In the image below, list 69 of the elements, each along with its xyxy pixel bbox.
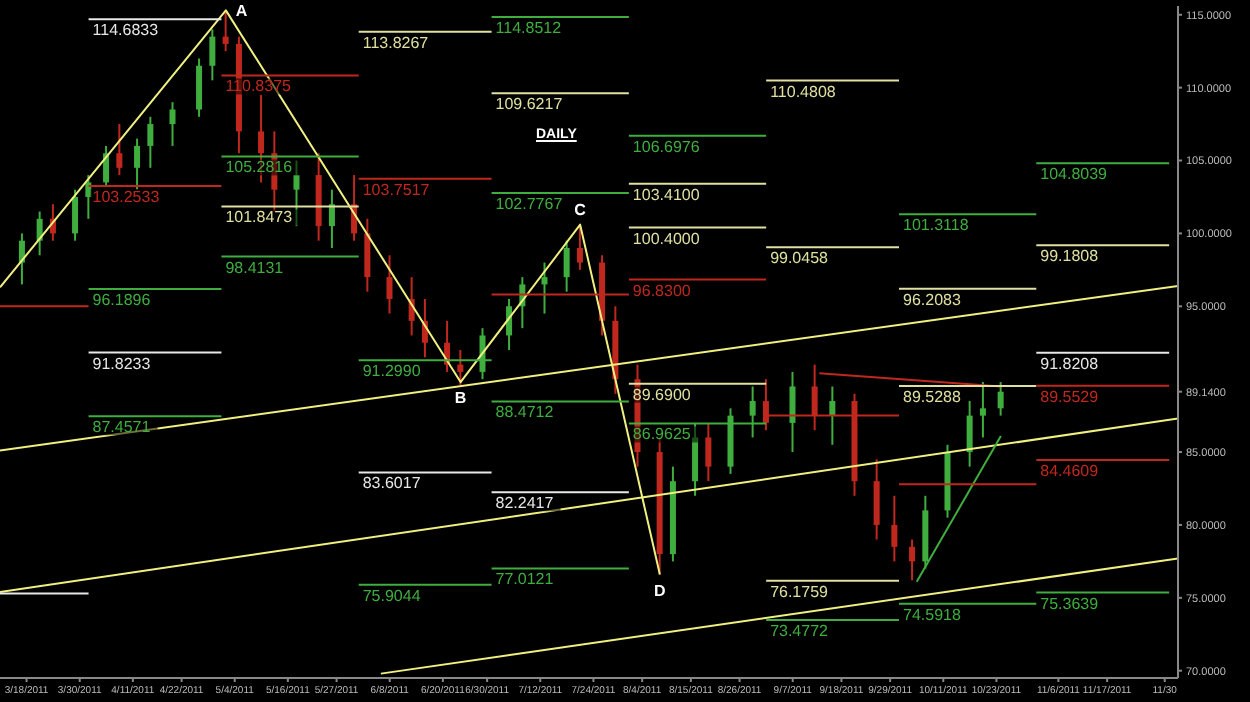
series-label: 87.4571 xyxy=(92,418,152,437)
candlestick xyxy=(576,223,583,271)
candlestick xyxy=(364,217,371,293)
candlestick xyxy=(196,57,203,118)
candlestick xyxy=(386,254,393,315)
series-label: 76.1759 xyxy=(770,582,830,601)
candlestick xyxy=(147,115,154,169)
series-label: 103.2533 xyxy=(92,187,161,206)
series-label: 109.6217 xyxy=(495,95,564,114)
candlestick xyxy=(116,123,123,177)
candlestick xyxy=(85,174,92,220)
candlestick xyxy=(169,101,176,147)
candlestick xyxy=(457,349,464,386)
series-label: 88.4712 xyxy=(495,403,555,422)
series-label: 75.9044 xyxy=(362,586,422,605)
series-label: 91.2990 xyxy=(362,362,422,381)
candlestick xyxy=(909,538,916,582)
series-label: 75.3639 xyxy=(1040,594,1100,613)
candlestick xyxy=(979,381,986,439)
candlestick xyxy=(134,137,141,191)
series-label: 84.4609 xyxy=(1040,461,1100,480)
annotation: D xyxy=(654,581,667,600)
series-label: 110.4808 xyxy=(770,82,837,101)
candlestick xyxy=(966,400,973,468)
series-label: 89.5288 xyxy=(903,388,962,407)
candlestick xyxy=(829,385,836,446)
annotation: B xyxy=(454,389,467,408)
series-label: 89.6900 xyxy=(632,385,692,404)
series-label: 73.4772 xyxy=(770,622,830,641)
candlestick xyxy=(541,261,548,315)
series-label: 114.8512 xyxy=(495,18,563,37)
annotation: A xyxy=(235,2,248,21)
series-label: 101.8473 xyxy=(225,208,294,227)
series-label: 103.4100 xyxy=(632,185,701,204)
series-label: 77.0121 xyxy=(495,570,555,589)
series-label: 86.9625 xyxy=(632,425,692,444)
series-label: 103.7517 xyxy=(362,180,431,199)
series-label: 99.0458 xyxy=(770,249,830,268)
series-label: 83.6017 xyxy=(362,474,422,493)
series-label: 96.1896 xyxy=(92,290,152,309)
candlestick xyxy=(873,458,880,541)
series-label: 106.6976 xyxy=(632,137,701,156)
series-label: 74.5918 xyxy=(903,605,962,624)
series-label: 104.8039 xyxy=(1040,165,1109,184)
candlestick xyxy=(563,239,570,293)
series-label: 98.4131 xyxy=(225,258,285,277)
series-label: 102.7767 xyxy=(495,194,564,213)
candlestick xyxy=(789,370,796,454)
candlestick xyxy=(891,494,898,563)
series-label: 113.8267 xyxy=(362,33,430,52)
candlestick xyxy=(997,381,1004,417)
series-label: 114.6833 xyxy=(92,21,160,40)
annotation: C xyxy=(574,200,587,219)
series-label: 82.2417 xyxy=(495,494,555,513)
candlestick xyxy=(72,188,79,242)
candlestick xyxy=(222,9,229,53)
series-label: 91.8233 xyxy=(92,354,152,373)
series-label: 96.2083 xyxy=(903,290,962,309)
candlestick xyxy=(705,421,712,483)
series-label: 89.5529 xyxy=(1040,387,1100,406)
candlestick xyxy=(293,159,300,228)
candlestick xyxy=(209,28,216,82)
series-label: 105.2816 xyxy=(225,158,294,177)
series-label: 100.4000 xyxy=(632,229,701,248)
candlestick xyxy=(328,188,335,249)
series-label: 91.8208 xyxy=(1040,354,1100,373)
series-label: 101.3118 xyxy=(903,216,970,235)
series-label: 99.1808 xyxy=(1040,247,1100,266)
series-label: 96.8300 xyxy=(632,281,692,300)
